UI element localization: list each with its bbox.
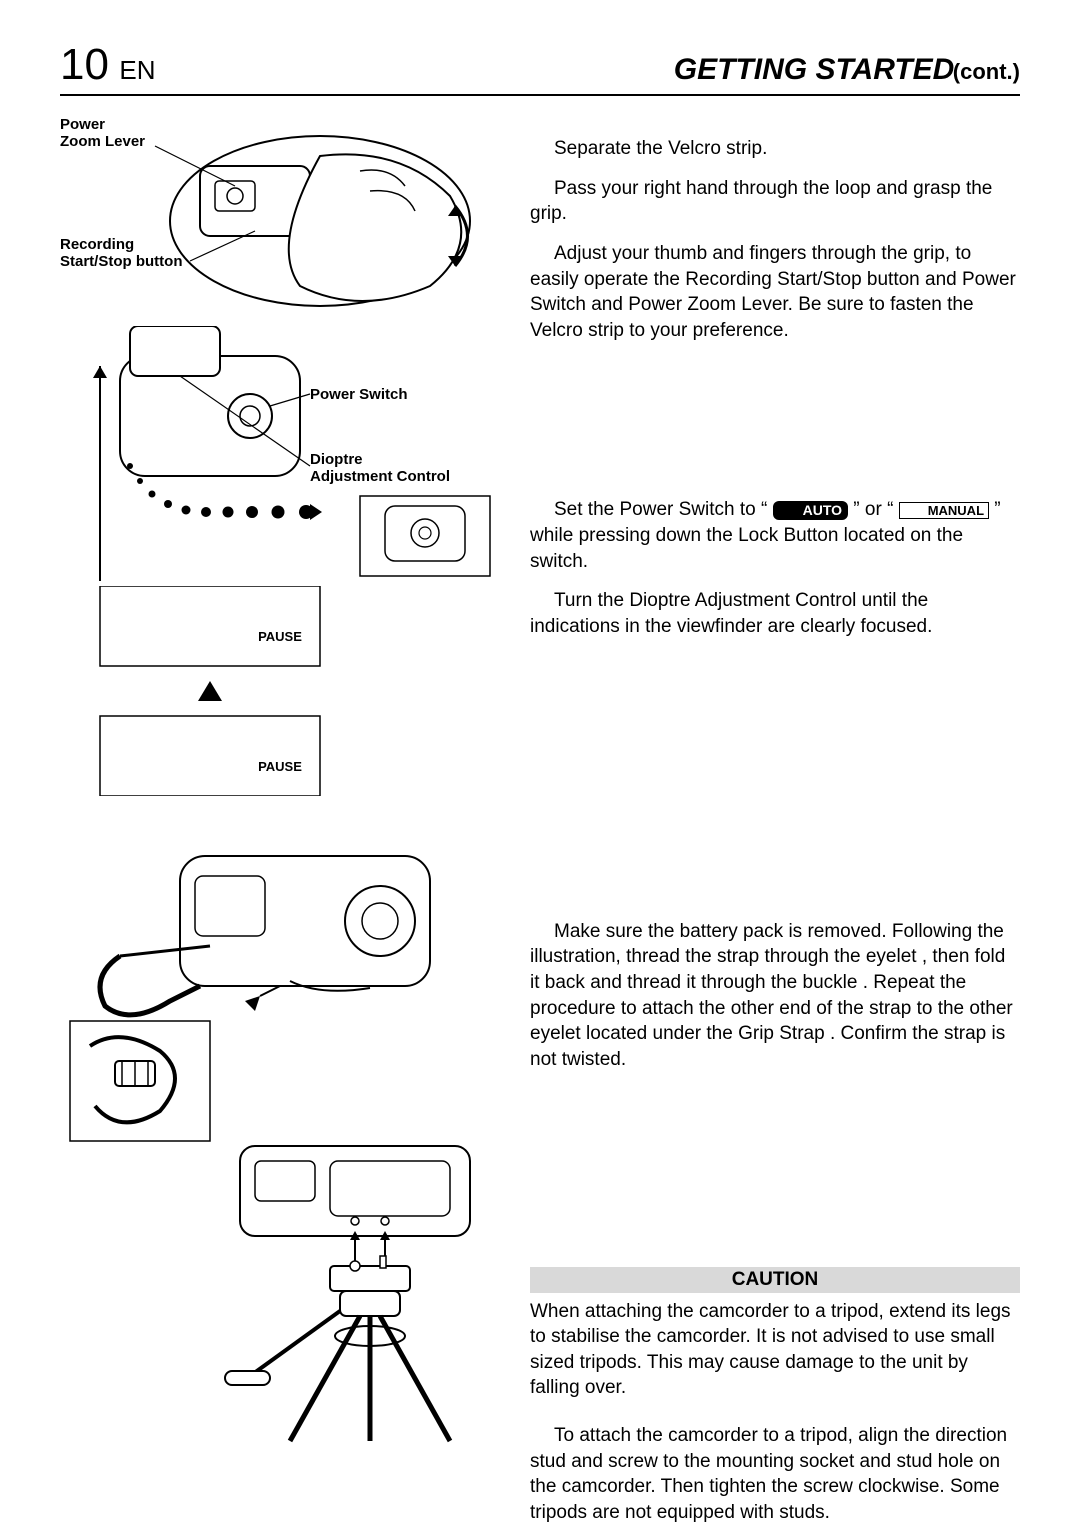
content-wrapper: Power Zoom Lever Recording Start/Stop bu…	[60, 116, 1020, 1540]
pause-text-2: PAUSE	[258, 759, 302, 774]
left-column: Power Zoom Lever Recording Start/Stop bu…	[60, 116, 510, 1540]
grip-p1: Separate the Velcro strip.	[530, 136, 1020, 162]
buckle-detail	[60, 1016, 510, 1146]
section-title: GETTING STARTED	[674, 53, 955, 86]
tripod-illustration	[210, 1136, 510, 1446]
grip-p2: Pass your right hand through the loop an…	[530, 176, 1020, 227]
grip-diagram: Power Zoom Lever Recording Start/Stop bu…	[60, 116, 510, 326]
page-number-block: 10 EN	[60, 40, 156, 90]
section-title-block: GETTING STARTED (cont.)	[674, 53, 1020, 87]
pause-boxes: PAUSE PAUSE	[80, 586, 510, 796]
dioptre-p1b: ” or “	[848, 499, 899, 520]
grip-p3: Adjust your thumb and fingers through th…	[530, 241, 1020, 344]
pause-illustration: PAUSE PAUSE	[80, 586, 340, 796]
caution-title: CAUTION	[530, 1267, 1020, 1293]
right-column: Separate the Velcro strip. Pass your rig…	[530, 116, 1020, 1540]
manual-badge: MANUAL	[899, 502, 989, 520]
label-power-switch: Power Switch	[310, 386, 408, 403]
dioptre-p1a: Set the Power Switch to “	[554, 499, 773, 520]
tripod-diagram	[210, 1136, 510, 1446]
section-cont: (cont.)	[953, 59, 1020, 84]
strap-illustration-1	[60, 826, 510, 1036]
buckle-illustration	[60, 1016, 260, 1146]
psw-diagram: Power Switch Dioptre Adjustment Control	[60, 326, 510, 586]
label-rec-start-stop: Recording Start/Stop button	[60, 236, 182, 271]
label-dioptre: Dioptre Adjustment Control	[310, 451, 450, 486]
caution-body: When attaching the camcorder to a tripod…	[530, 1299, 1020, 1402]
page-lang: EN	[119, 55, 155, 85]
auto-badge: AUTO	[773, 501, 848, 520]
dioptre-p1: Set the Power Switch to “ AUTO ” or “ MA…	[530, 497, 1020, 574]
tripod-p1: To attach the camcorder to a tripod, ali…	[530, 1423, 1020, 1526]
pause-text-1: PAUSE	[258, 629, 302, 644]
label-power-zoom: Power Zoom Lever	[60, 116, 145, 151]
page-header: 10 EN GETTING STARTED (cont.)	[60, 40, 1020, 96]
down-arrow-icon	[198, 681, 222, 701]
strap-p1: Make sure the battery pack is removed. F…	[530, 919, 1020, 1073]
dioptre-p2: Turn the Dioptre Adjustment Control unti…	[530, 588, 1020, 639]
strap-diagram-1	[60, 826, 510, 1036]
page-number: 10	[60, 40, 109, 89]
